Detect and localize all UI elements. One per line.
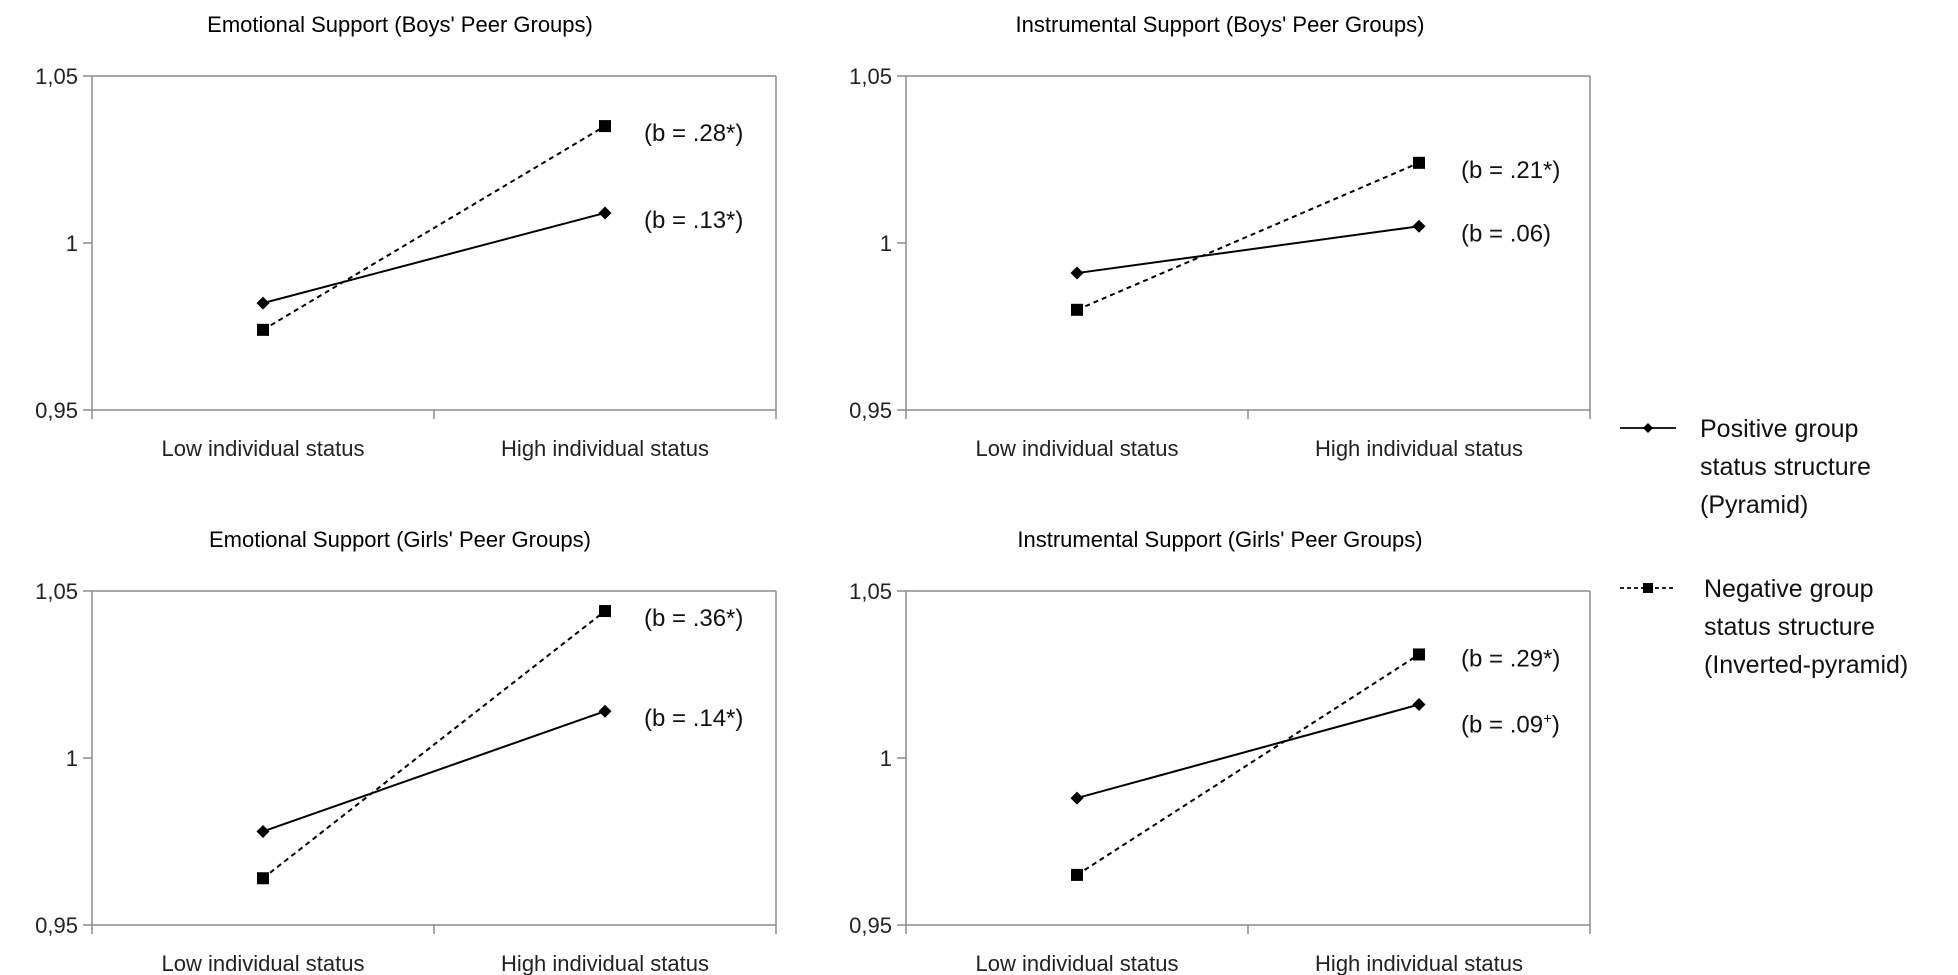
- series-positive-pyramid: (b = .09+): [1070, 698, 1560, 805]
- chart-panel-4: Instrumental Support (Girls' Peer Groups…: [849, 527, 1591, 975]
- y-tick-label: 1: [66, 746, 78, 771]
- slope-annotation: (b = .06): [1461, 220, 1551, 247]
- chart-panel-2: Instrumental Support (Boys' Peer Groups)…: [849, 12, 1591, 461]
- chart-legend: Positive group status structure (Pyramid) N…: [1620, 415, 1908, 679]
- slope-annotation-text: (b = .28*): [644, 120, 743, 147]
- slope-annotation-text: (b = .14*): [644, 705, 743, 732]
- series-line: [262, 710, 606, 833]
- legend-label-line: Positive group: [1700, 415, 1858, 443]
- y-tick-label: 1,05: [849, 64, 892, 89]
- legend-label-line: (Inverted-pyramid): [1704, 651, 1908, 679]
- legend-item-negative: Negative group status structure (Inverted-…: [1620, 575, 1908, 679]
- data-point-square: [1071, 868, 1083, 881]
- x-tick-label: High individual status: [1315, 951, 1523, 975]
- y-tick-label: 1,05: [35, 64, 78, 89]
- series-negative-inverted-pyramid: (b = .21*): [1071, 156, 1560, 316]
- slope-annotation: (b = .09+): [1461, 711, 1560, 739]
- slope-annotation: (b = .28*): [644, 120, 743, 147]
- series-positive-pyramid: (b = .06): [1070, 219, 1551, 280]
- data-point-square: [599, 120, 611, 133]
- data-point-diamond: [1070, 266, 1084, 280]
- legend-square-marker: [1643, 583, 1653, 593]
- legend-diamond-marker: [1643, 423, 1653, 433]
- slope-annotation-text: (b = .29*): [1461, 645, 1560, 672]
- slope-annotation-text: (b = .36*): [644, 605, 743, 632]
- slope-annotation: (b = .29*): [1461, 645, 1560, 672]
- chart-title: Instrumental Support (Boys' Peer Groups): [1016, 12, 1425, 37]
- x-tick-label: Low individual status: [975, 951, 1178, 975]
- x-tick-label: Low individual status: [161, 951, 364, 975]
- series-negative-inverted-pyramid: (b = .28*): [257, 120, 743, 336]
- data-point-diamond: [1412, 698, 1426, 712]
- data-point-diamond: [256, 296, 270, 310]
- x-tick-label: High individual status: [1315, 436, 1523, 461]
- legend-label-line: Negative group: [1704, 575, 1874, 603]
- legend-item-positive: Positive group status structure (Pyramid): [1620, 415, 1871, 519]
- y-tick-label: 1,05: [35, 579, 78, 604]
- slope-annotation: (b = .21*): [1461, 157, 1560, 184]
- y-tick-label: 0,95: [35, 913, 78, 938]
- y-tick-label: 0,95: [35, 398, 78, 423]
- x-tick-label: Low individual status: [161, 436, 364, 461]
- chart-title: Emotional Support (Girls' Peer Groups): [209, 527, 591, 552]
- series-positive-pyramid: (b = .13*): [256, 206, 743, 310]
- y-tick-label: 0,95: [849, 913, 892, 938]
- series-line: [1076, 703, 1420, 800]
- slope-annotation-text: (b = .06): [1461, 220, 1551, 247]
- chart-panel-1: Emotional Support (Boys' Peer Groups) 1,0…: [35, 12, 777, 461]
- series-line: [1076, 653, 1420, 876]
- series-line: [1076, 225, 1420, 275]
- data-point-square: [599, 605, 611, 618]
- data-point-diamond: [598, 206, 612, 220]
- data-point-diamond: [256, 824, 270, 838]
- data-point-square: [1413, 156, 1425, 169]
- data-point-square: [1071, 303, 1083, 316]
- slope-annotation-text: (b = .13*): [644, 207, 743, 234]
- y-tick-label: 1: [880, 746, 892, 771]
- y-tick-label: 1,05: [849, 579, 892, 604]
- y-tick-label: 0,95: [849, 398, 892, 423]
- slope-annotation-text: (b = .21*): [1461, 157, 1560, 184]
- slope-annotation: (b = .14*): [644, 705, 743, 732]
- x-tick-label: High individual status: [501, 951, 709, 975]
- series-positive-pyramid: (b = .14*): [256, 704, 743, 838]
- slope-annotation: (b = .13*): [644, 207, 743, 234]
- series-line: [262, 610, 606, 880]
- x-tick-label: High individual status: [501, 436, 709, 461]
- data-point-square: [257, 872, 269, 885]
- slope-annotation: (b = .36*): [644, 605, 743, 632]
- series-negative-inverted-pyramid: (b = .36*): [257, 605, 743, 885]
- x-tick-label: Low individual status: [975, 436, 1178, 461]
- y-tick-label: 1: [880, 231, 892, 256]
- slope-annotation-text: (b = .09: [1461, 712, 1543, 739]
- slope-annotation-superscript: +: [1543, 711, 1552, 728]
- data-point-square: [257, 323, 269, 336]
- chart-panel-3: Emotional Support (Girls' Peer Groups) 1,…: [35, 527, 777, 975]
- y-tick-label: 1: [66, 231, 78, 256]
- legend-label-line: status structure: [1700, 453, 1871, 481]
- legend-label-line: status structure: [1704, 613, 1875, 641]
- chart-title: Emotional Support (Boys' Peer Groups): [207, 12, 593, 37]
- legend-label-line: (Pyramid): [1700, 491, 1808, 519]
- data-point-square: [1413, 648, 1425, 661]
- series-line: [262, 125, 606, 331]
- data-point-diamond: [1070, 791, 1084, 805]
- data-point-diamond: [598, 704, 612, 718]
- series-negative-inverted-pyramid: (b = .29*): [1071, 645, 1560, 881]
- slope-annotation-end: ): [1552, 712, 1560, 739]
- series-line: [1076, 161, 1420, 311]
- data-point-diamond: [1412, 219, 1426, 233]
- chart-title: Instrumental Support (Girls' Peer Groups…: [1017, 527, 1422, 552]
- series-line: [262, 211, 606, 305]
